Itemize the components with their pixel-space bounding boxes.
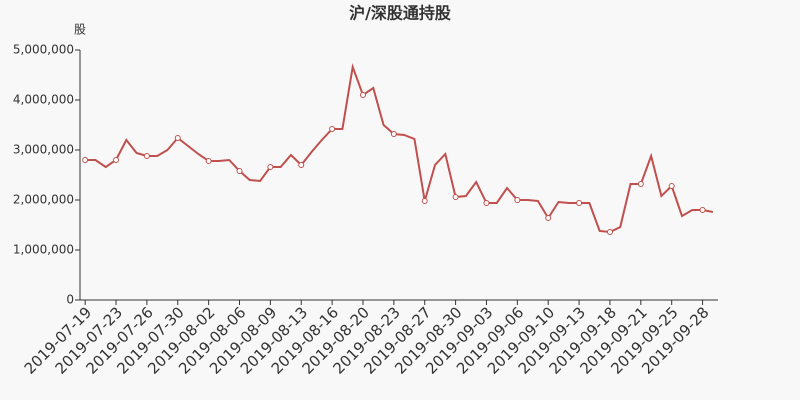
data-point [606, 229, 613, 235]
data-point [699, 207, 706, 213]
y-tick-label: 0 [66, 293, 74, 307]
data-point [452, 194, 459, 200]
data-point [545, 215, 552, 221]
data-point [514, 197, 521, 203]
y-tick-label: 5,000,000 [13, 43, 74, 57]
data-point [113, 157, 120, 163]
data-point [637, 181, 644, 187]
data-point [576, 200, 583, 206]
data-point [668, 183, 675, 189]
data-point [421, 198, 428, 204]
y-tick-label: 4,000,000 [13, 93, 74, 107]
chart-title: 沪/深股通持股 [349, 4, 452, 23]
data-point [205, 158, 212, 164]
data-point [143, 153, 150, 159]
data-point [236, 168, 243, 174]
y-tick-label: 3,000,000 [13, 143, 74, 157]
data-line [85, 63, 714, 234]
data-point [483, 200, 490, 206]
data-point [329, 126, 336, 132]
data-point [298, 162, 305, 168]
y-tick-label: 1,000,000 [13, 243, 74, 257]
data-point [390, 131, 397, 137]
y-axis-label: 股 [74, 23, 86, 37]
data-point [174, 135, 181, 141]
y-tick-label: 2,000,000 [13, 193, 74, 207]
data-point [82, 157, 89, 163]
data-point [267, 164, 274, 170]
data-point [359, 92, 366, 98]
